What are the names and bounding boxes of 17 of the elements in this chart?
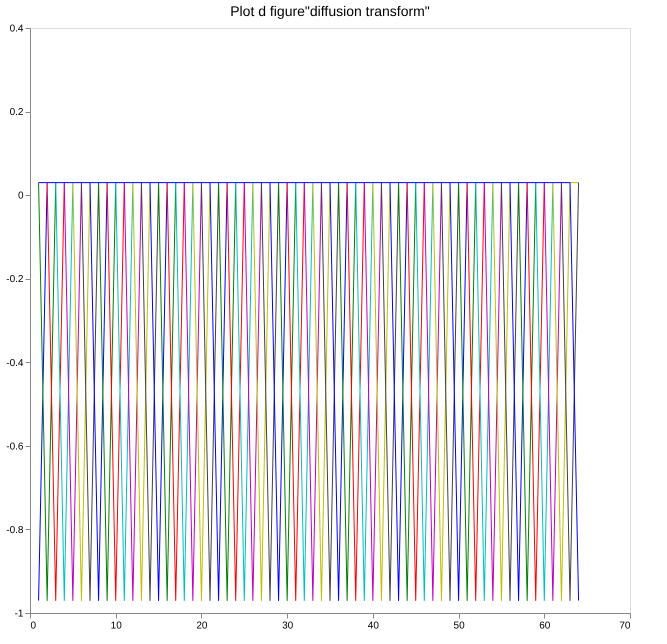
x-tick-label: 30 [282,620,294,632]
y-tick-label: -0.4 [6,358,24,369]
y-tick-label: 0 [18,190,24,202]
x-tick-label: 70 [619,620,631,632]
y-tick-label: -1 [14,608,24,620]
x-tick-label: 10 [110,620,122,632]
x-tick-label: 40 [368,620,380,632]
y-tick-label: -0.2 [6,274,24,286]
x-tick-label: 0 [30,620,36,632]
x-tick-label: 60 [539,620,551,632]
y-tick-label: -0.8 [6,524,24,536]
chart-title: Plot d figure"diffusion transform" [230,3,430,19]
y-tick-label: -0.6 [6,441,24,452]
x-tick-label: 50 [454,620,466,632]
y-tick-label: 0.2 [10,107,24,118]
y-tick-label: 0.4 [10,24,24,34]
x-tick-label: 20 [196,620,208,632]
